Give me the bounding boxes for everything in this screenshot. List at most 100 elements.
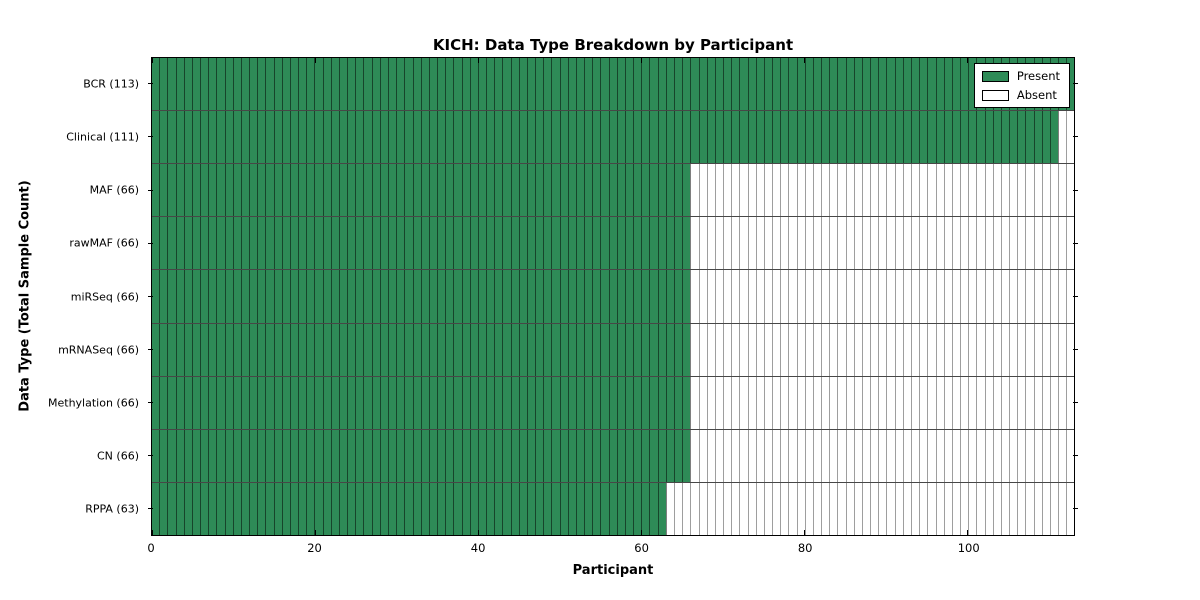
heatmap-cell bbox=[387, 217, 397, 270]
heatmap-cell bbox=[404, 429, 413, 482]
heatmap-cell bbox=[739, 58, 748, 111]
heatmap-cell bbox=[404, 164, 413, 217]
heatmap-cell bbox=[796, 217, 805, 270]
heatmap-cell bbox=[592, 164, 601, 217]
heatmap-cell bbox=[281, 217, 290, 270]
heatmap-cell bbox=[821, 376, 830, 429]
heatmap-cell bbox=[772, 217, 781, 270]
heatmap-cell bbox=[191, 376, 201, 429]
heatmap-cell bbox=[886, 164, 895, 217]
heatmap-cell bbox=[208, 217, 217, 270]
heatmap-cell bbox=[1025, 111, 1034, 164]
heatmap-cell bbox=[812, 58, 822, 111]
heatmap-cell bbox=[216, 217, 225, 270]
heatmap-cell bbox=[616, 429, 625, 482]
heatmap-cell bbox=[289, 323, 299, 376]
heatmap-cell bbox=[674, 111, 683, 164]
heatmap-cell bbox=[1025, 376, 1034, 429]
heatmap-cell bbox=[314, 270, 323, 323]
heatmap-cell bbox=[902, 429, 911, 482]
heatmap-cell bbox=[477, 323, 487, 376]
heatmap-cell bbox=[951, 111, 961, 164]
heatmap-cell bbox=[404, 270, 413, 323]
heatmap-cell bbox=[657, 429, 666, 482]
heatmap-cell bbox=[486, 429, 495, 482]
heatmap-cell bbox=[772, 111, 781, 164]
heatmap-row-RPPA bbox=[152, 481, 1075, 535]
heatmap-cell bbox=[943, 58, 952, 111]
heatmap-cell bbox=[600, 111, 609, 164]
heatmap-cell bbox=[837, 429, 846, 482]
heatmap-cell bbox=[780, 58, 789, 111]
y-tick-mark-left bbox=[148, 295, 153, 297]
heatmap-cell bbox=[657, 217, 666, 270]
heatmap-cell bbox=[747, 482, 756, 535]
heatmap-cell bbox=[755, 376, 764, 429]
heatmap-cell bbox=[355, 482, 364, 535]
heatmap-cell bbox=[477, 482, 487, 535]
x-tick-labels: 0 20 40 60 80 100 bbox=[147, 541, 1075, 559]
heatmap-cell bbox=[208, 111, 217, 164]
heatmap-cell bbox=[788, 111, 797, 164]
heatmap-cell bbox=[306, 482, 315, 535]
heatmap-cell bbox=[502, 164, 511, 217]
heatmap-cell bbox=[567, 482, 576, 535]
heatmap-cell bbox=[330, 429, 339, 482]
heatmap-cell bbox=[633, 482, 642, 535]
heatmap-cell bbox=[935, 58, 944, 111]
heatmap-cell bbox=[1049, 429, 1059, 482]
heatmap-cell bbox=[551, 111, 560, 164]
heatmap-cell bbox=[257, 429, 266, 482]
heatmap-cell bbox=[543, 270, 552, 323]
heatmap-cell bbox=[428, 58, 438, 111]
heatmap-cell bbox=[420, 376, 429, 429]
heatmap-cell bbox=[338, 270, 348, 323]
heatmap-cell bbox=[159, 429, 168, 482]
heatmap-cell bbox=[183, 376, 192, 429]
heatmap-cell bbox=[853, 429, 862, 482]
heatmap-cell bbox=[1025, 164, 1034, 217]
heatmap-cell bbox=[755, 429, 764, 482]
heatmap-cell bbox=[289, 111, 299, 164]
heatmap-cell bbox=[232, 482, 241, 535]
heatmap-cell bbox=[1049, 323, 1059, 376]
heatmap-cell bbox=[878, 482, 887, 535]
heatmap-cell bbox=[330, 482, 339, 535]
heatmap-cell bbox=[363, 376, 372, 429]
heatmap-cell bbox=[526, 270, 536, 323]
heatmap-cell bbox=[159, 270, 168, 323]
heatmap-cell bbox=[902, 111, 911, 164]
heatmap-cell bbox=[935, 217, 944, 270]
heatmap-cell bbox=[314, 164, 323, 217]
heatmap-cell bbox=[706, 376, 715, 429]
heatmap-cell bbox=[870, 58, 879, 111]
heatmap-cell bbox=[575, 323, 585, 376]
heatmap-cell bbox=[265, 270, 274, 323]
heatmap-cell bbox=[837, 164, 846, 217]
heatmap-cell bbox=[575, 217, 585, 270]
y-tick-mark-left bbox=[148, 507, 153, 509]
heatmap-cell bbox=[624, 111, 634, 164]
heatmap-cell bbox=[968, 376, 977, 429]
heatmap-cell bbox=[240, 323, 250, 376]
heatmap-cell bbox=[1058, 217, 1067, 270]
heatmap-cell bbox=[437, 323, 446, 376]
heatmap-cell bbox=[347, 482, 356, 535]
heatmap-cell bbox=[878, 111, 887, 164]
heatmap-cell bbox=[175, 217, 184, 270]
heatmap-cell bbox=[755, 482, 764, 535]
heatmap-cell bbox=[976, 111, 985, 164]
heatmap-cell bbox=[960, 270, 969, 323]
heatmap-cell bbox=[175, 323, 184, 376]
heatmap-cell bbox=[1041, 323, 1050, 376]
heatmap-cell bbox=[445, 482, 454, 535]
heatmap-cell bbox=[624, 217, 634, 270]
heatmap-cell bbox=[363, 111, 372, 164]
heatmap-cell bbox=[461, 164, 470, 217]
heatmap-cell bbox=[469, 482, 478, 535]
heatmap-cell bbox=[1033, 323, 1042, 376]
heatmap-cell bbox=[387, 270, 397, 323]
heatmap-cell bbox=[723, 58, 732, 111]
heatmap-cell bbox=[723, 376, 732, 429]
heatmap-cell bbox=[167, 217, 176, 270]
